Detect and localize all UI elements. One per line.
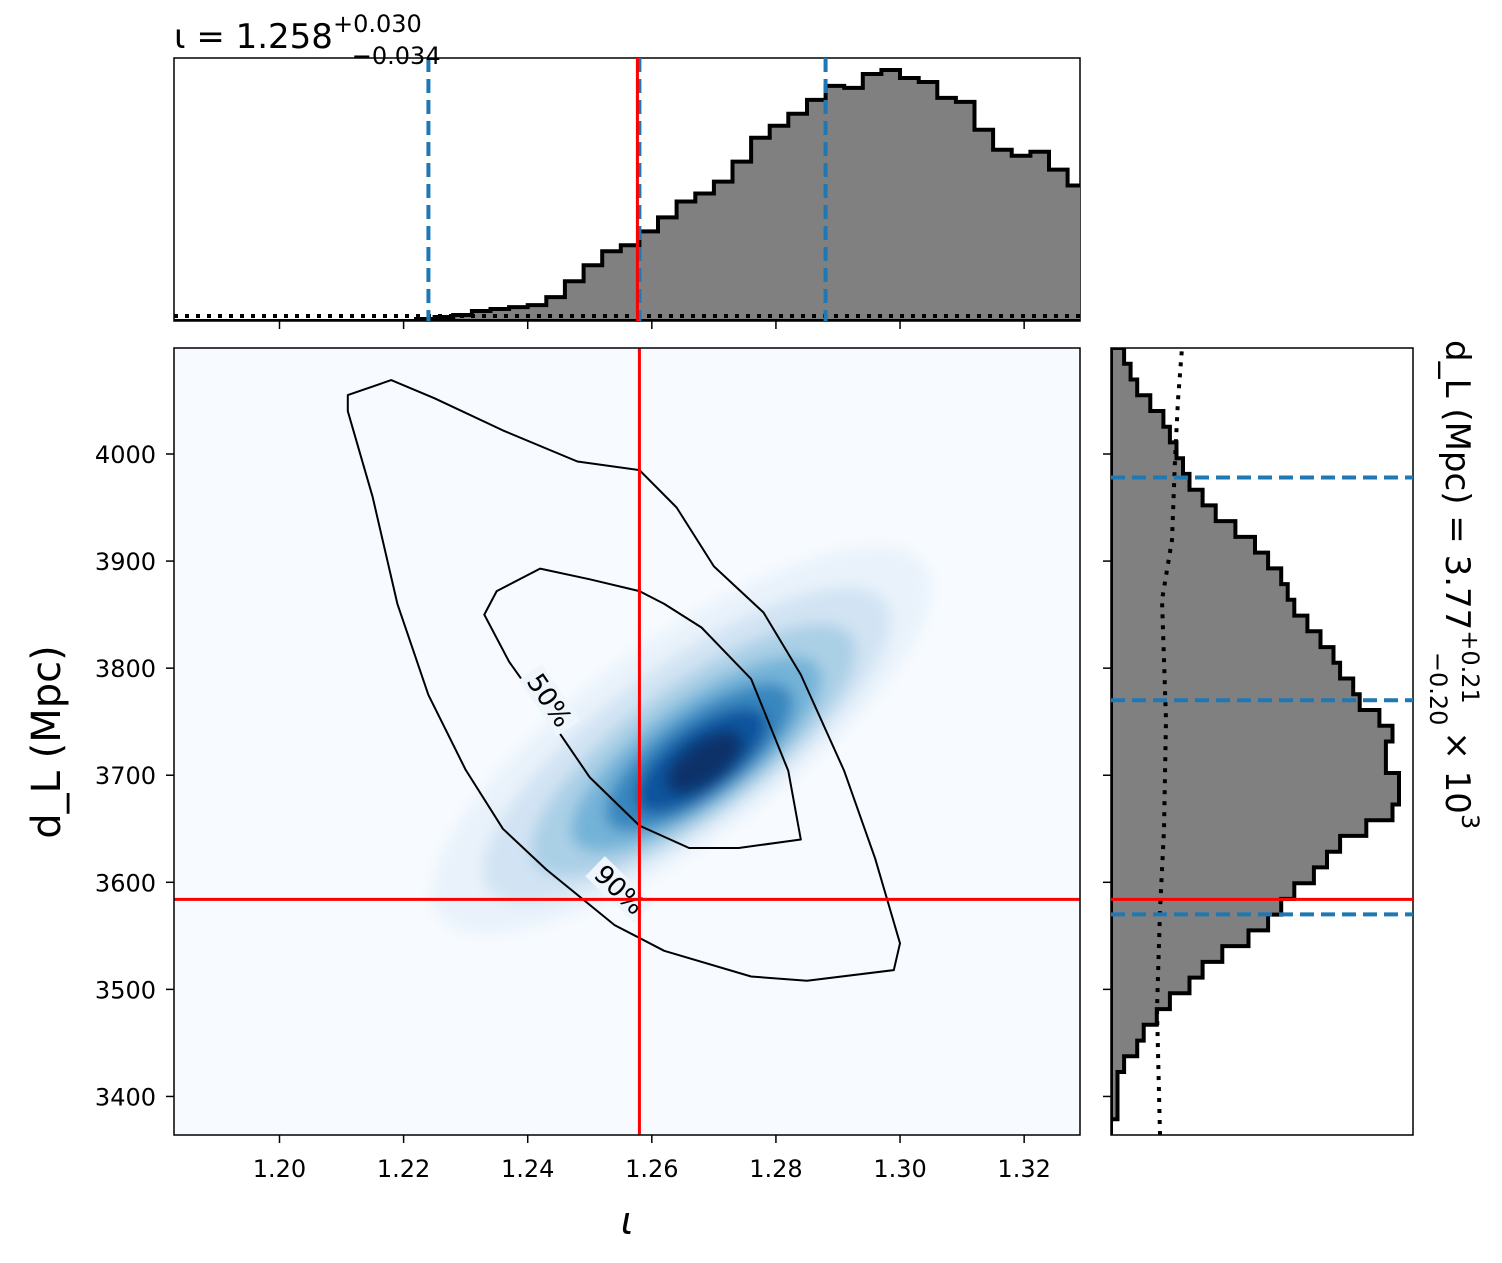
iota-histogram [174,58,1080,321]
iota-marginal-panel: ι = 1.258+0.030 −0.034 [173,10,1081,329]
dl-histogram [1111,348,1413,1135]
dl-prior-line [1154,348,1184,1135]
y-axis-ticks: 3400 3500 3600 3700 3800 3900 4000 [95,441,174,1111]
iota-posterior-histogram [174,68,1080,321]
dl-marginal-panel: d_L (Mpc) = 3.77+0.21−0.20× 103 [1103,340,1484,1136]
joint-density-panel: 50%90% 1.20 1.22 1.24 1.26 1.28 1.30 1.32 3400… [24,347,1081,1243]
dl-marginal-ticks [1103,453,1111,1098]
density-heatmap [431,546,932,935]
x-tick-label: 1.22 [377,1155,430,1183]
x-tick-label: 1.26 [625,1155,678,1183]
joint-density-frame [173,347,1081,1136]
injection-crosshair [174,348,1080,1135]
iota-marginal-ticks [278,321,1025,329]
x-axis-label: ι [621,1199,634,1243]
x-axis-ticks: 1.20 1.22 1.24 1.26 1.28 1.30 1.32 [253,1135,1051,1183]
y-tick-label: 3700 [95,762,156,790]
x-tick-label: 1.30 [873,1155,926,1183]
contour-label-bg [585,856,654,924]
x-tick-label: 1.28 [749,1155,802,1183]
x-tick-label: 1.24 [501,1155,554,1183]
y-tick-label: 3400 [95,1083,156,1111]
contour-90pct [346,379,901,982]
contour-label-bg [518,664,581,737]
y-tick-label: 3800 [95,655,156,683]
y-tick-label: 4000 [95,441,156,469]
x-tick-label: 1.32 [997,1155,1050,1183]
y-tick-label: 3500 [95,976,156,1004]
dl-posterior-histogram [1111,348,1401,1135]
dl-marginal-title: d_L (Mpc) = 3.77+0.21−0.20× 103 [1424,340,1484,829]
x-tick-label: 1.20 [253,1155,306,1183]
density-level-6 [665,730,744,795]
density-layers [431,546,932,935]
y-axis-label: d_L (Mpc) [24,645,70,839]
iota-marginal-title: ι = 1.258+0.030 −0.034 [174,10,441,70]
y-tick-label: 3600 [95,869,156,897]
y-tick-label: 3900 [95,548,156,576]
